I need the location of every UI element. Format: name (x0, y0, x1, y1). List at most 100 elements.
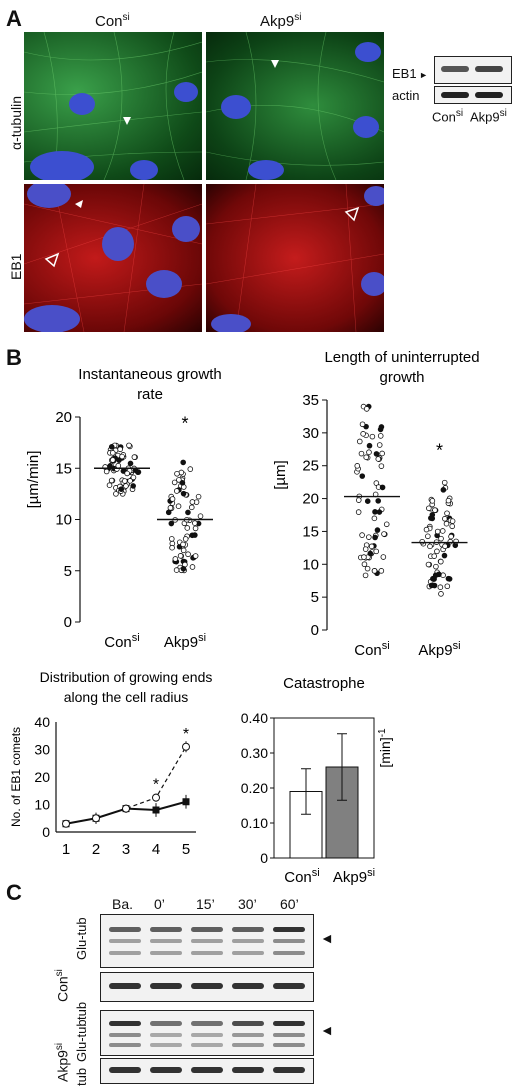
blot-band (232, 939, 264, 943)
row-label-tubulin: α-tubulin (8, 95, 24, 150)
y-axis-label: [min]-1 (377, 728, 393, 768)
data-point (189, 499, 196, 505)
data-point (130, 483, 136, 489)
data-point (371, 515, 378, 522)
blot-band (150, 927, 182, 932)
data-point (366, 534, 372, 540)
data-point (173, 488, 180, 494)
data-point (358, 450, 365, 457)
data-point (173, 567, 180, 573)
data-point (130, 474, 137, 481)
data-point (381, 531, 387, 537)
data-point (355, 509, 362, 515)
chart-title: growth (379, 369, 424, 386)
blot-eb1 (434, 56, 512, 84)
series-line (65, 746, 187, 825)
chart-title: rate (137, 386, 163, 403)
data-point (361, 561, 368, 568)
lane-label: 60’ (280, 896, 299, 912)
blot-band (232, 927, 264, 932)
y-tick-label: 20 (302, 491, 319, 508)
data-point (119, 453, 125, 460)
blot-band (150, 1021, 182, 1026)
panel-label-b: B (6, 345, 22, 370)
blot-lane-con: Consi (432, 108, 464, 125)
y-axis-label: [µm] (272, 460, 289, 489)
blot-band (191, 1067, 223, 1073)
y-tick-label: 15 (55, 460, 72, 477)
data-point (362, 572, 369, 579)
data-point (428, 515, 434, 521)
blot-band (191, 951, 223, 955)
data-point (185, 551, 191, 558)
y-tick-label: 10 (34, 797, 50, 813)
group-label-con: Consi (54, 969, 71, 1002)
blot-label-glu-tub-con: Glu-tub (74, 917, 89, 960)
data-point (108, 444, 115, 450)
band-arrow-akp9: ◄ (320, 1022, 334, 1038)
blot-band (273, 1021, 305, 1026)
blot-label-actin: actin (392, 88, 420, 103)
data-point (373, 548, 380, 555)
data-point (108, 477, 115, 484)
data-point (442, 543, 448, 550)
blot-tub-con (100, 972, 314, 1002)
blot-band (232, 1043, 264, 1047)
data-point (167, 505, 174, 511)
blot-band (273, 1043, 305, 1047)
y-tick-label: 0.30 (241, 745, 268, 761)
data-point (180, 547, 187, 554)
blot-band (109, 939, 141, 943)
data-point (442, 515, 448, 522)
data-point (360, 431, 366, 437)
data-point (380, 554, 387, 560)
data-point (174, 470, 180, 477)
data-point (122, 804, 130, 813)
blot-band (232, 1033, 264, 1037)
blot-band (109, 983, 141, 989)
data-point (379, 484, 386, 491)
lane-label: 30’ (238, 896, 257, 912)
data-point (428, 582, 435, 589)
data-point (197, 513, 204, 519)
x-tick-label: 5 (182, 841, 190, 858)
blot-band (232, 1067, 264, 1073)
data-point (184, 525, 191, 531)
blot-band (150, 1043, 182, 1047)
blot-tub-akp9 (100, 1058, 314, 1084)
blot-band (191, 927, 223, 932)
data-point (180, 565, 187, 572)
y-axis-label: [µm/min] (25, 451, 42, 509)
chart-title: Length of uninterrupted (324, 349, 479, 366)
blot-band (150, 939, 182, 943)
data-point (189, 564, 196, 570)
data-point (192, 532, 198, 538)
blot-band (109, 927, 141, 932)
chart-title: Instantaneous growth (78, 366, 221, 383)
data-point (180, 541, 186, 548)
x-tick-label: 4 (152, 841, 160, 858)
data-point (443, 520, 450, 527)
blot-band (273, 1067, 305, 1073)
data-point (383, 521, 390, 528)
chart-title-line2: along the cell radius (64, 689, 189, 705)
data-point (367, 550, 374, 557)
significance-marker: * (181, 414, 188, 434)
significance-marker: * (183, 726, 189, 743)
data-point (434, 528, 441, 535)
group-label-akp9: Akp9si (54, 1042, 71, 1082)
data-point (438, 535, 444, 542)
blot-band (109, 1067, 141, 1073)
data-point (427, 543, 433, 550)
data-point (449, 518, 456, 524)
blot-band (109, 1033, 141, 1037)
blot-band (232, 983, 264, 989)
y-tick-label: 20 (34, 769, 50, 785)
data-point (127, 478, 133, 484)
category-label: Akp9si (418, 640, 460, 659)
data-point (429, 498, 436, 504)
y-tick-label: 15 (302, 523, 319, 540)
data-point (364, 565, 371, 572)
y-tick-label: 10 (302, 556, 319, 573)
data-point (372, 509, 378, 515)
